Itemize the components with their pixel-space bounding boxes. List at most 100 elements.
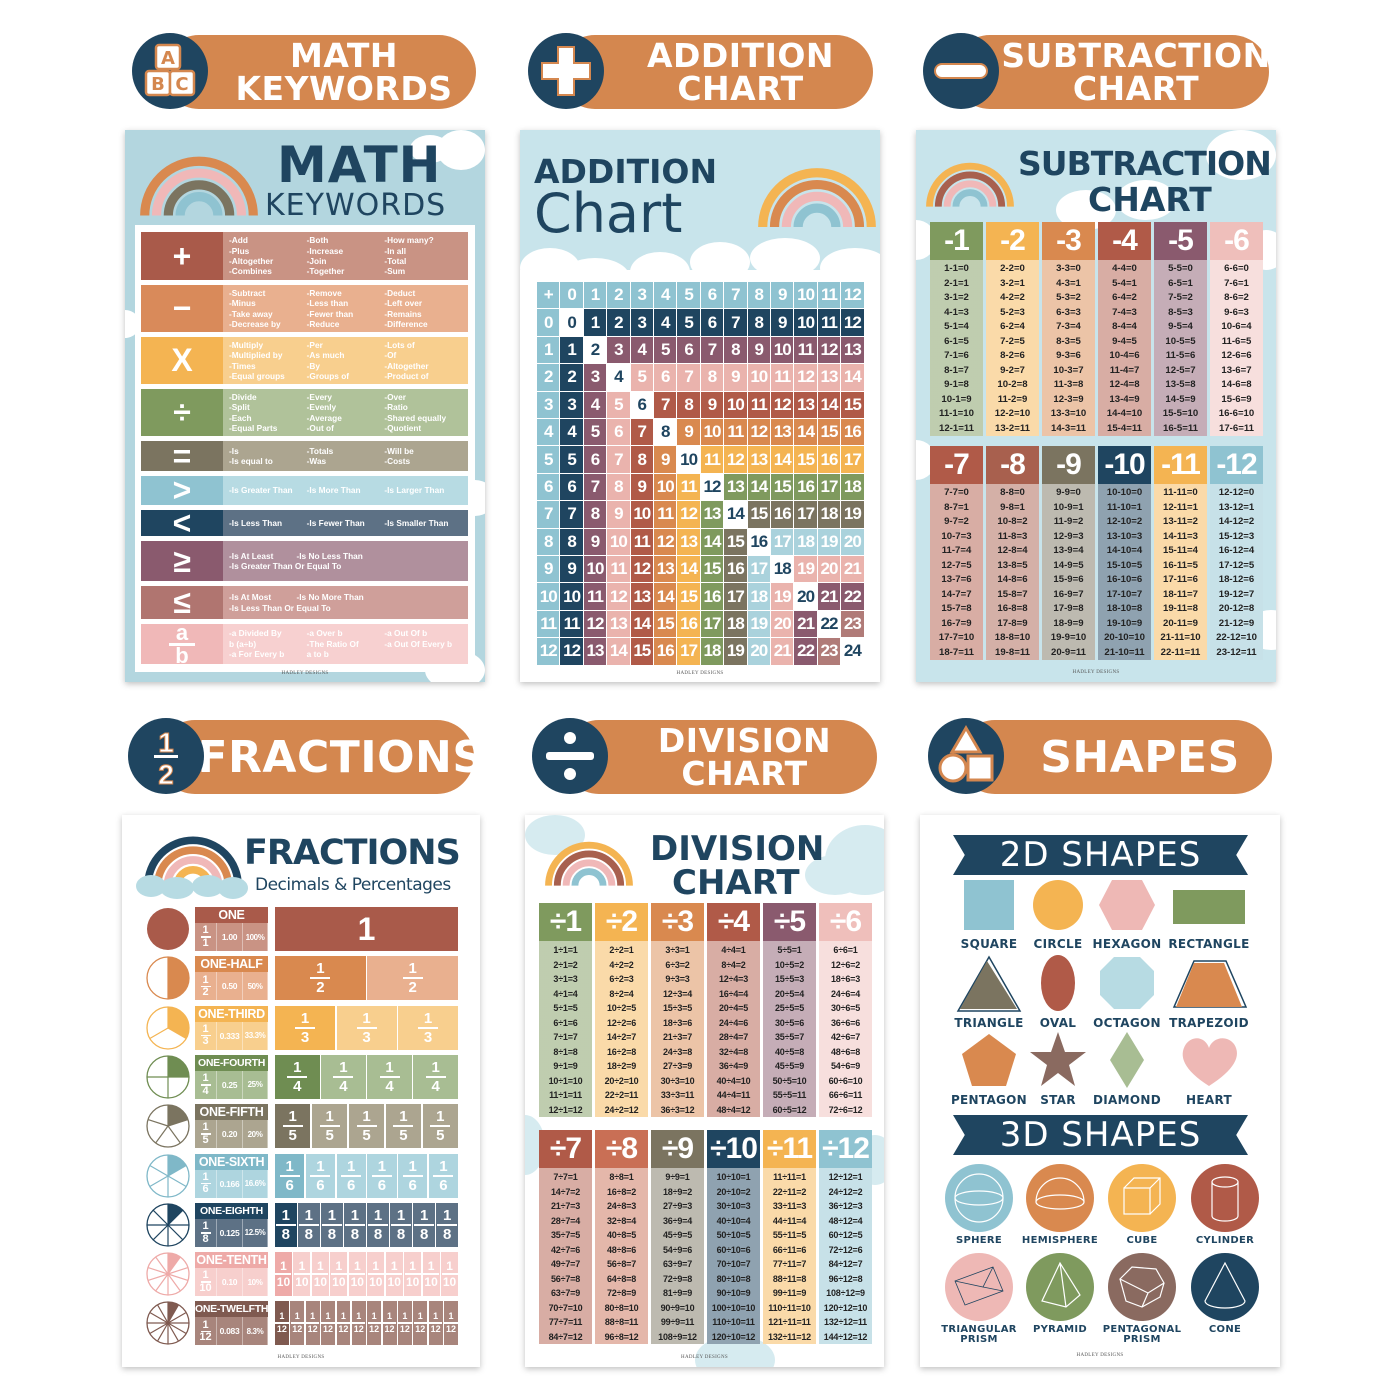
operator-symbol: X <box>141 337 223 384</box>
fact: 5-4=1 <box>1112 277 1137 289</box>
symbol-denominator: b <box>175 642 189 668</box>
diagonal-cell: 22 <box>817 610 841 638</box>
sum-cell: 7 <box>677 364 700 391</box>
fact: 24÷2=12 <box>604 1104 639 1115</box>
row-header-cell: 2 <box>537 364 560 391</box>
fact: 90÷10=9 <box>716 1288 751 1298</box>
piece-denominator: 6 <box>346 1176 356 1194</box>
sum-cell: 9 <box>747 336 770 364</box>
fraction-piece: 1 12 <box>336 1301 351 1346</box>
piece-numerator: 1 <box>399 1108 408 1126</box>
fact: 22-11=11 <box>1160 646 1201 658</box>
fraction-values: 1 12 0.083 8.3% <box>195 1317 268 1346</box>
fact-column: -9 9-9=0 10-9=1 11-9=2 12-9=3 13-9=4 14-9=5 15-… <box>1042 446 1095 660</box>
fraction-name: ONE-TWELFTH <box>195 1301 269 1318</box>
numerator: 1 <box>202 1220 209 1233</box>
keyword-column: -Both -Increase -Join -Together <box>307 235 385 277</box>
piece-denominator: 3 <box>300 1028 310 1046</box>
fact: 16-6=10 <box>1218 408 1255 419</box>
sum-cell: 6 <box>607 419 630 446</box>
piece-denominator: 6 <box>316 1176 325 1194</box>
poster-subtitle: CHART <box>672 863 800 903</box>
piece-denominator: 10 <box>442 1275 457 1290</box>
fact: 12-4=8 <box>1109 379 1140 390</box>
piece-numerator: 1 <box>390 1259 398 1274</box>
fact: 3-2=1 <box>1000 277 1025 289</box>
piece-bar <box>336 1322 351 1325</box>
decimal-value: 0.25 <box>217 1070 243 1099</box>
piece-numerator: 1 <box>281 1206 290 1224</box>
piece-numerator: 1 <box>433 1311 439 1322</box>
decimal-value: 0.083 <box>217 1317 243 1346</box>
fact-column: -7 7-7=0 8-7=1 9-7=2 10-7=3 11-7=4 12-7=5 13-7=… <box>930 446 983 660</box>
sum-cell: 15 <box>677 583 700 610</box>
block-letter: A <box>161 48 175 69</box>
fact: 11÷11=1 <box>773 1172 806 1182</box>
column-header: -6 <box>1210 222 1263 260</box>
keyword: a to b <box>306 649 329 660</box>
fact: 13-4=9 <box>1109 393 1140 405</box>
fact: 6÷2=3 <box>609 974 634 984</box>
keyword: -Sum <box>384 266 406 277</box>
piece-bar <box>344 1223 365 1226</box>
piece-bar <box>330 1273 347 1276</box>
fact: 48÷4=12 <box>716 1104 751 1115</box>
piece-denominator: 2 <box>316 979 325 997</box>
shape-label: OCTAGON <box>1093 1016 1161 1030</box>
fact: 19-12=7 <box>1218 588 1255 600</box>
fraction-piece: 1 12 <box>382 1301 397 1346</box>
sum-cell: 15 <box>724 528 747 555</box>
keyword: -Both <box>306 235 329 246</box>
piece-denominator: 8 <box>304 1225 314 1243</box>
shapes-icon <box>928 718 1004 794</box>
fact: 5÷1=5 <box>553 1003 578 1013</box>
diagonal-cell: 4 <box>607 364 630 391</box>
poster-title: SUBTRACTION <box>1018 144 1272 183</box>
keyword-column: -Every -Evenly -Average -Out of <box>307 392 385 434</box>
column-facts: 6-6=0 7-6=1 8-6=2 9-6=3 10-6=4 11-6=5 12-6=6 13… <box>1210 260 1263 436</box>
piece-numerator: 1 <box>436 1108 445 1126</box>
sum-cell: 13 <box>677 528 700 555</box>
sum-cell: 11 <box>630 528 653 555</box>
fact: 12-1=11 <box>939 422 974 434</box>
fact: 77÷7=11 <box>548 1317 583 1327</box>
piece-denominator: 10 <box>369 1275 383 1290</box>
symbol-glyph: ≥ <box>173 542 191 579</box>
fact: 22÷2=11 <box>604 1090 639 1100</box>
fraction-piece: 1 10 <box>441 1252 459 1297</box>
keyword: -In all <box>384 245 406 256</box>
sum-cell: 9 <box>700 391 724 418</box>
shapes-icon-glyph <box>938 725 994 783</box>
row-header-cell: 9 <box>537 556 560 583</box>
fact: 45÷5=9 <box>774 1061 805 1071</box>
cloud <box>805 855 865 895</box>
fact: 18÷6=3 <box>830 974 861 984</box>
trapezoid-shape <box>1172 960 1248 1008</box>
column-facts: 10÷10=1 20÷10=2 30÷10=3 40÷10=4 50÷10=5 60÷10… <box>707 1168 760 1344</box>
fact: 2-1=1 <box>944 277 969 289</box>
fact: 12-5=7 <box>1165 364 1196 376</box>
fact: 12-11=1 <box>1163 501 1198 513</box>
poster-title: FRACTIONS <box>244 833 461 873</box>
column-facts: 1÷1=1 2÷1=2 3÷1=3 4÷1=4 5÷1=5 6÷1=6 7÷1=7 8÷1=8… <box>539 941 592 1117</box>
fact: 15-6=9 <box>1221 393 1252 405</box>
fact: 96÷8=12 <box>604 1331 639 1342</box>
fact: 13-2=11 <box>995 422 1030 434</box>
symbol-glyph: ≤ <box>173 584 191 620</box>
fact: 32÷8=4 <box>606 1215 637 1226</box>
fact: 72÷12=6 <box>828 1244 863 1255</box>
piece-bar <box>293 1273 310 1276</box>
fact: 4÷2=2 <box>609 959 634 970</box>
keyword-columns: -Is Greater Than -Is More Than -Is Larger … <box>229 485 462 495</box>
fact: 10-4=6 <box>1109 350 1140 361</box>
keyword-column: -Is Less Than <box>229 518 307 528</box>
banner-label: FRACTIONS <box>158 720 484 794</box>
piece-numerator: 1 <box>280 1259 287 1274</box>
shape-label: TRIANGLE <box>954 1016 1024 1030</box>
fact: 16-12=4 <box>1218 545 1255 556</box>
fact: 8-2=6 <box>1000 350 1025 361</box>
keyword: -How many? <box>384 235 434 246</box>
